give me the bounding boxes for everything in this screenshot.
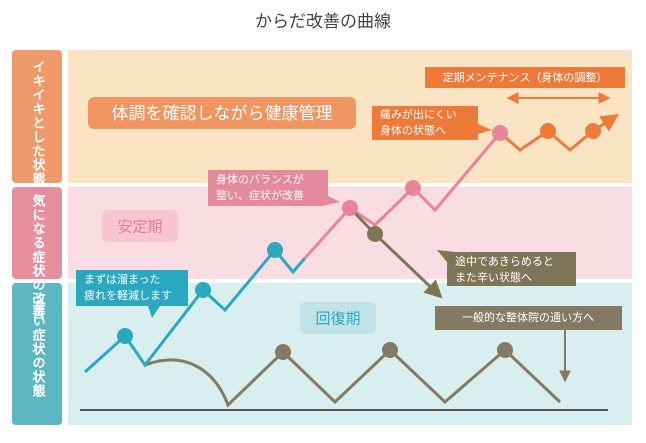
callout-text: 途中であきらめると <box>455 255 554 268</box>
side-box <box>12 187 62 279</box>
callout-box <box>208 170 340 206</box>
callout-box <box>435 306 622 330</box>
callout-box <box>425 67 625 88</box>
callout-text: 身体のバランスが <box>216 172 304 186</box>
stage-label: 回復期 <box>315 310 360 328</box>
callout-box <box>372 106 492 140</box>
stage-box <box>102 210 178 242</box>
title: からだ改善の曲線 <box>255 12 391 32</box>
side-box <box>12 283 62 425</box>
callout-box <box>76 270 188 318</box>
callout-text: 痛みが出にくい <box>380 107 457 121</box>
dot <box>267 242 283 258</box>
dot <box>342 200 358 216</box>
dot <box>195 282 211 298</box>
callout-text: 整い、症状が改善 <box>216 188 304 202</box>
dot <box>367 226 383 242</box>
dot <box>540 123 556 139</box>
stage-box <box>88 97 356 129</box>
callout-text: 身体の状態へ <box>380 123 446 137</box>
dot <box>405 180 421 196</box>
curve-stable <box>303 132 502 260</box>
side-box <box>12 50 62 183</box>
callout-text: また辛い状態へ <box>455 270 532 284</box>
side-label: 気になる症状の改善 <box>30 193 46 320</box>
stage-label: 体調を確認しながら健康管理 <box>112 104 333 124</box>
side-label: イキイキとした状態 <box>30 60 46 186</box>
dot <box>585 123 601 139</box>
side-label: 辛い症状の状態 <box>30 299 46 398</box>
callout-text: まずは溜まった <box>84 272 161 286</box>
callout-text: 一般的な整体院の通い方へ <box>462 310 594 324</box>
dot <box>492 125 508 141</box>
dot <box>117 328 133 344</box>
typical-dots <box>275 342 513 360</box>
callout-text: 定期メンテナンス（身体の調整） <box>443 70 608 84</box>
callout-box <box>437 250 576 286</box>
callout-text: 疲れを軽減します <box>84 288 172 302</box>
typical-curve <box>144 347 562 408</box>
stage-label: 安定期 <box>117 218 162 236</box>
stage-box <box>300 302 376 334</box>
